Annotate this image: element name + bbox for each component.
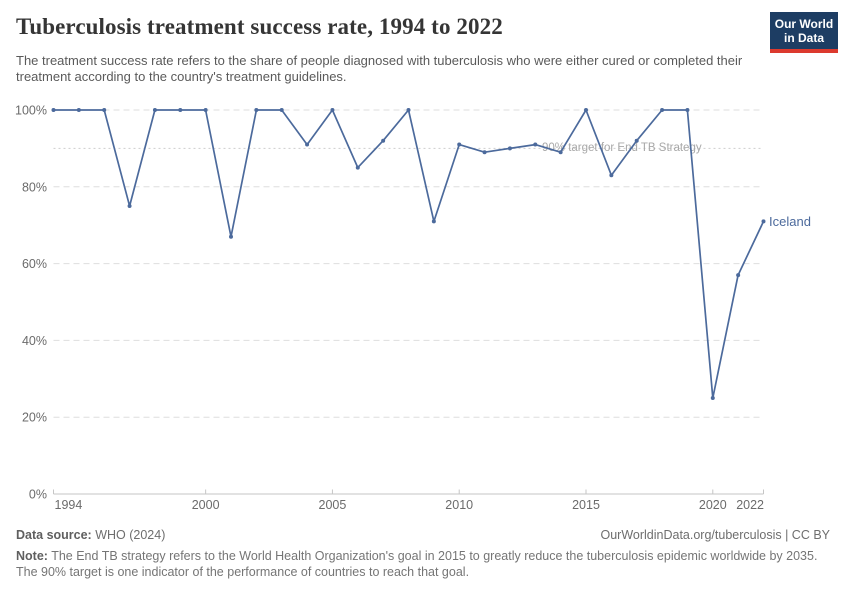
- data-point-2012[interactable]: [507, 146, 512, 151]
- data-point-2013[interactable]: [533, 142, 538, 147]
- note-label: Note:: [16, 549, 48, 563]
- target-line-label: 90% target for End TB Strategy: [542, 142, 702, 154]
- data-point-2005[interactable]: [330, 108, 335, 112]
- data-point-2003[interactable]: [279, 108, 284, 112]
- y-tick-label-80: 80%: [22, 180, 47, 194]
- data-source-label: Data source:: [16, 528, 92, 542]
- data-point-2020[interactable]: [710, 396, 715, 400]
- data-point-1998[interactable]: [152, 108, 157, 112]
- data-point-2018[interactable]: [660, 108, 665, 112]
- data-point-2010[interactable]: [457, 142, 462, 147]
- y-tick-label-20: 20%: [22, 411, 47, 425]
- x-tick-label-2015: 2015: [572, 498, 600, 512]
- data-point-2022[interactable]: [761, 219, 766, 224]
- chart-subtitle: The treatment success rate refers to the…: [16, 53, 743, 84]
- data-point-1999[interactable]: [178, 108, 183, 112]
- series-end-label: Iceland: [769, 214, 811, 229]
- data-point-2008[interactable]: [406, 108, 411, 112]
- x-tick-label-1994: 1994: [55, 498, 83, 512]
- owid-logo-accent-bar: [770, 49, 838, 53]
- owid-logo-line1: Our World: [774, 17, 834, 31]
- y-tick-label-60: 60%: [22, 257, 47, 271]
- data-source: Data source: WHO (2024): [16, 528, 165, 542]
- data-point-2009[interactable]: [431, 219, 436, 224]
- chart-footer: Data source: WHO (2024) OurWorldinData.o…: [16, 528, 830, 580]
- owid-logo-box: Our World in Data: [770, 12, 838, 49]
- x-tick-label-2000: 2000: [192, 498, 220, 512]
- data-point-2001[interactable]: [229, 234, 233, 239]
- data-point-1995[interactable]: [76, 108, 81, 112]
- data-point-2021[interactable]: [736, 273, 741, 278]
- citation-link[interactable]: OurWorldinData.org/tuberculosis | CC BY: [600, 528, 831, 542]
- data-point-2000[interactable]: [203, 108, 208, 112]
- data-point-2006[interactable]: [355, 165, 360, 170]
- data-point-2004[interactable]: [305, 142, 310, 147]
- data-point-2019[interactable]: [685, 108, 690, 112]
- data-point-2017[interactable]: [634, 138, 639, 143]
- data-source-value: WHO (2024): [91, 528, 166, 542]
- data-point-1997[interactable]: [127, 204, 132, 208]
- x-tick-label-2022: 2022: [736, 498, 764, 512]
- x-tick-label-2005: 2005: [319, 498, 347, 512]
- data-point-1994[interactable]: [51, 108, 56, 112]
- data-point-2016[interactable]: [609, 173, 614, 178]
- data-point-1996[interactable]: [102, 108, 107, 112]
- y-tick-label-100: 100%: [15, 104, 47, 118]
- y-tick-label-40: 40%: [22, 334, 47, 348]
- page-title: Tuberculosis treatment success rate, 199…: [16, 14, 503, 39]
- x-tick-label-2020: 2020: [699, 498, 727, 512]
- y-tick-label-0: 0%: [29, 488, 47, 502]
- data-point-2015[interactable]: [584, 108, 588, 112]
- x-tick-label-2010: 2010: [445, 498, 473, 512]
- data-point-2014[interactable]: [558, 150, 563, 155]
- chart-note: Note: The End TB strategy refers to the …: [16, 549, 830, 580]
- owid-logo-line2: in Data: [783, 31, 824, 45]
- data-point-2011[interactable]: [482, 150, 487, 155]
- data-point-2007[interactable]: [381, 138, 386, 143]
- note-text: The End TB strategy refers to the World …: [16, 549, 818, 579]
- owid-logo[interactable]: Our World in Data: [770, 12, 838, 53]
- data-point-2002[interactable]: [254, 108, 259, 112]
